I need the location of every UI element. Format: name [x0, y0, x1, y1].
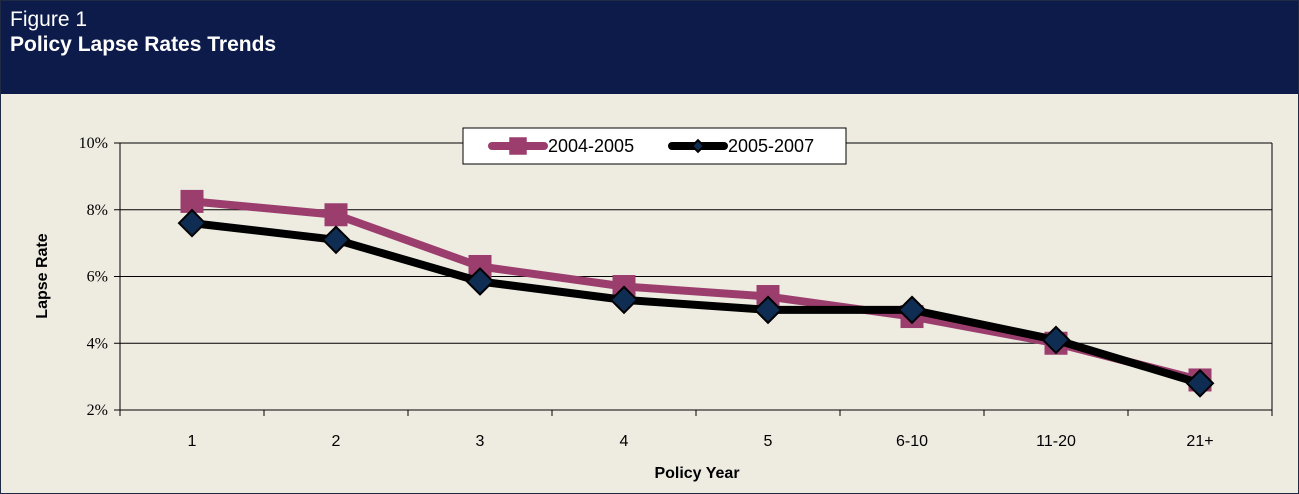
data-point	[1185, 368, 1215, 398]
x-tick-label: 5	[764, 433, 773, 450]
figure-label: Figure 1	[10, 8, 88, 31]
x-tick-label: 4	[620, 433, 629, 450]
y-tick-label: 8%	[87, 202, 108, 219]
grid-lines	[120, 142, 1272, 411]
data-point	[897, 295, 927, 325]
legend-label: 2005-2007	[728, 136, 814, 156]
x-tick-label: 21+	[1186, 433, 1213, 450]
legend-label: 2004-2005	[548, 136, 634, 156]
data-point	[753, 295, 783, 325]
y-tick-label: 6%	[87, 269, 108, 286]
series-group	[177, 189, 1215, 398]
legend-marker	[509, 137, 527, 155]
axes	[114, 142, 1273, 416]
x-tick-label: 1	[188, 433, 197, 450]
y-tick-label: 10%	[79, 135, 108, 152]
x-tick-label: 11-20	[1036, 433, 1076, 450]
x-tick-label: 2	[332, 433, 341, 450]
data-point	[1041, 325, 1071, 355]
x-tick-label: 3	[476, 433, 485, 450]
data-point	[321, 225, 351, 255]
y-axis-title: Lapse Rate	[34, 233, 51, 318]
legend-marker	[690, 138, 706, 154]
x-tick-labels: 1 2 3 4 5 6-10 11-20 21+	[188, 433, 1214, 450]
data-point	[324, 203, 348, 227]
legend: 2004-2005 2005-2007	[462, 127, 847, 165]
series-2005-2007	[177, 208, 1215, 398]
x-axis-title: Policy Year	[654, 465, 739, 482]
series-line	[188, 219, 1204, 388]
data-point	[177, 208, 207, 238]
figure-title: Policy Lapse Rates Trends	[10, 33, 277, 56]
x-tick-label: 6-10	[896, 433, 928, 450]
y-tick-labels: 2% 4% 6% 8% 10%	[79, 135, 108, 419]
data-point	[609, 285, 639, 315]
y-tick-label: 2%	[87, 402, 108, 419]
y-tick-label: 4%	[87, 335, 108, 352]
figure-header: Figure 1 Policy Lapse Rates Trends	[1, 1, 1298, 94]
data-point	[465, 267, 495, 296]
